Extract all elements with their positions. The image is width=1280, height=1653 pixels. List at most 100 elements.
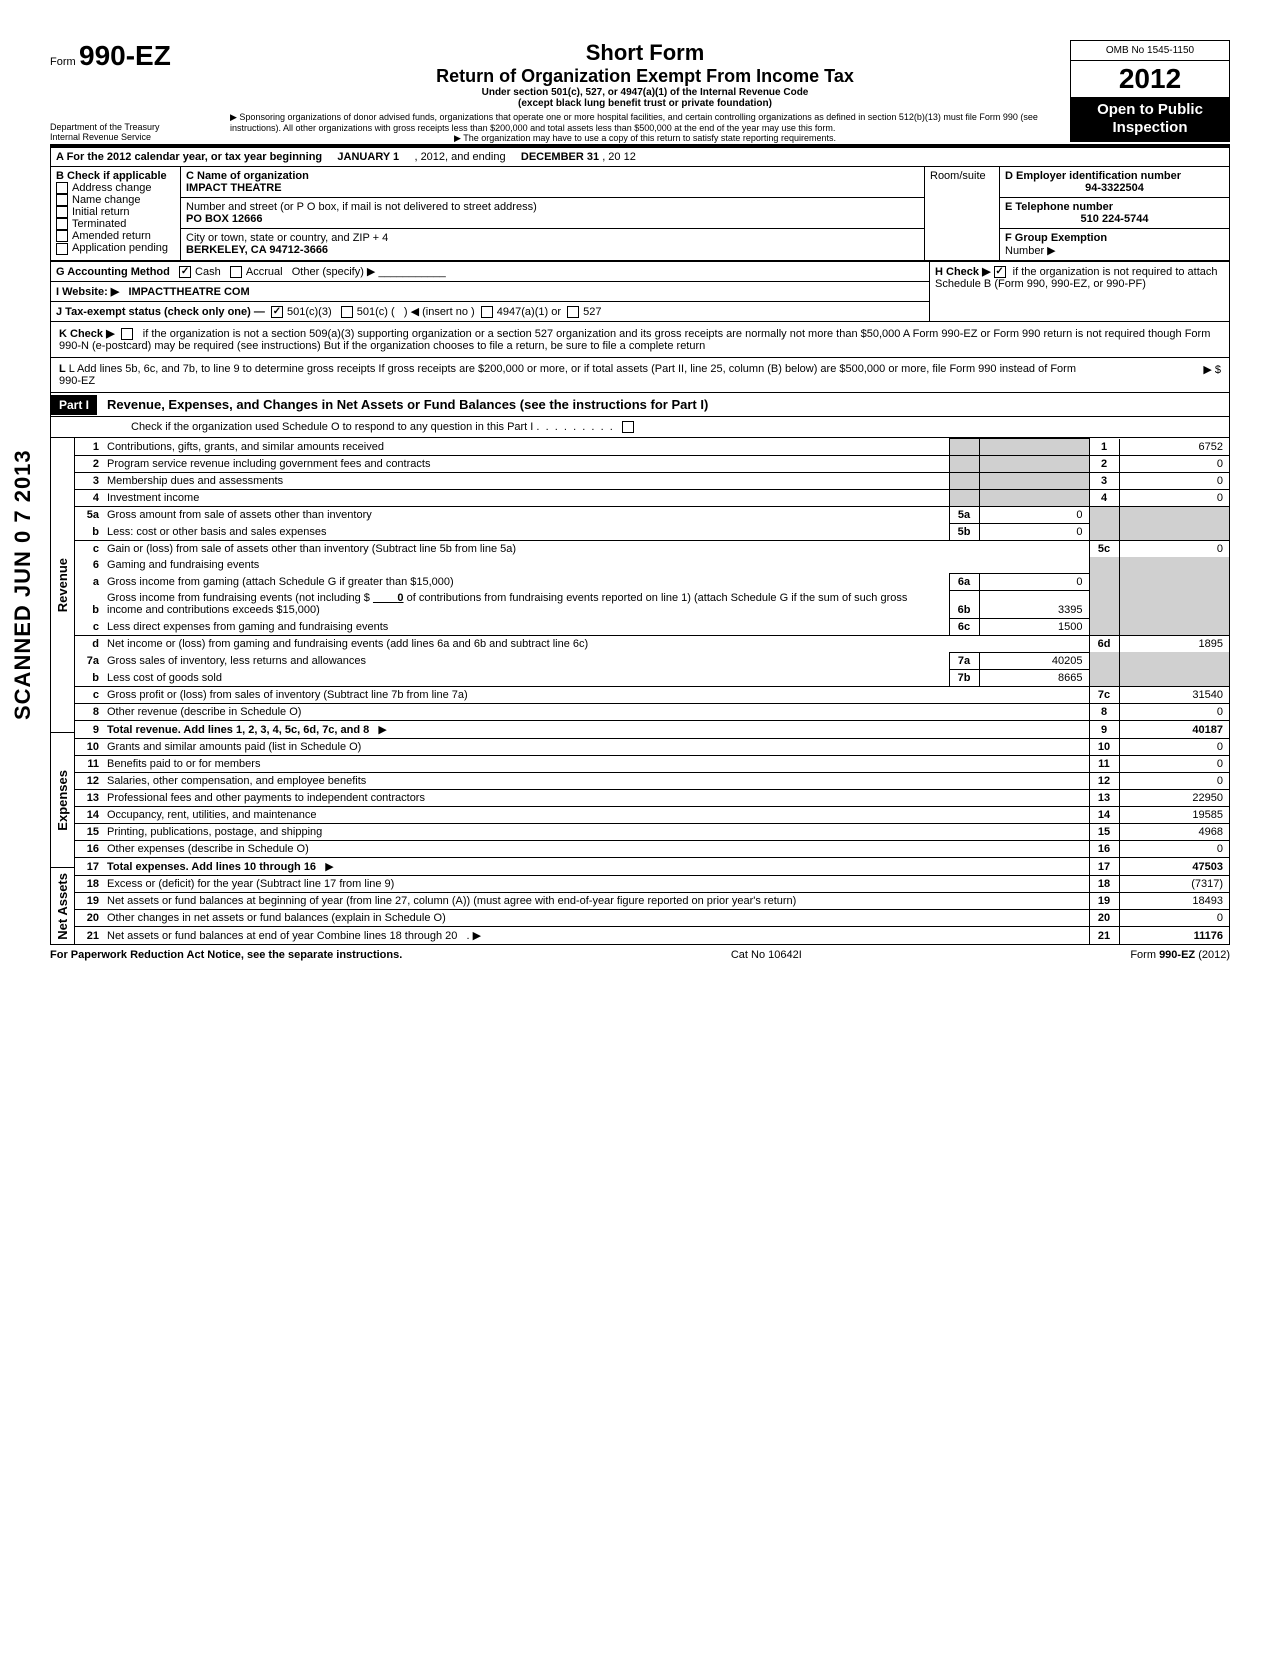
ln4-val: 0 (1119, 489, 1229, 506)
ln9-txt: Total revenue. Add lines 1, 2, 3, 4, 5c,… (107, 724, 369, 736)
check-501c3[interactable]: ✓ (271, 306, 283, 318)
revenue-label: Revenue (53, 554, 72, 616)
ln6-txt: Gaming and fundraising events (103, 557, 1089, 574)
check-k[interactable] (121, 328, 133, 340)
section-g-label: G Accounting Method (56, 266, 170, 278)
title-short-form: Short Form (230, 40, 1060, 66)
check-cash[interactable]: ✓ (179, 266, 191, 278)
section-e-label: E Telephone number (1005, 201, 1224, 213)
ln7c-rn: 7c (1089, 686, 1119, 703)
check-name-change[interactable] (56, 194, 68, 206)
opt-amended: Amended return (72, 230, 151, 242)
check-accrual[interactable] (230, 266, 242, 278)
lines-table: 1Contributions, gifts, grants, and simil… (75, 438, 1229, 944)
footer-mid: Cat No 10642I (731, 949, 802, 961)
ln1-rn: 1 (1089, 439, 1119, 456)
section-j-label: J Tax-exempt status (check only one) — (56, 306, 265, 318)
opt-address-change: Address change (72, 182, 152, 194)
ln6c-mid: 6c (949, 618, 979, 635)
ln8-val: 0 (1119, 703, 1229, 720)
ln6b-mval: 3395 (979, 590, 1089, 618)
ln1-n: 1 (75, 439, 103, 456)
ln19-n: 19 (75, 892, 103, 909)
opt-pending: Application pending (72, 242, 168, 254)
check-pending[interactable] (56, 243, 68, 255)
ln7a-mval: 40205 (979, 652, 1089, 669)
footer-right: Form 990-EZ (2012) (1130, 949, 1230, 961)
dept-treasury: Department of the Treasury (50, 122, 220, 132)
ln5a-mid: 5a (949, 506, 979, 523)
check-terminated[interactable] (56, 218, 68, 230)
ln9-rn: 9 (1089, 720, 1119, 738)
omb-number: OMB No 1545-1150 (1071, 41, 1229, 61)
ln18-n: 18 (75, 875, 103, 892)
section-k-text: if the organization is not a section 509… (59, 328, 1210, 352)
ln18-txt: Excess or (deficit) for the year (Subtra… (103, 875, 1089, 892)
ln17-txt: Total expenses. Add lines 10 through 16 (107, 861, 316, 873)
ln6b-n: b (75, 590, 103, 618)
form-prefix: Form (50, 56, 76, 68)
ln6b-txt: Gross income from fundraising events (no… (107, 592, 370, 604)
street-value: PO BOX 12666 (186, 213, 919, 225)
ln19-val: 18493 (1119, 892, 1229, 909)
ln15-txt: Printing, publications, postage, and shi… (103, 823, 1089, 840)
ln14-n: 14 (75, 806, 103, 823)
ln15-val: 4968 (1119, 823, 1229, 840)
ln5c-rn: 5c (1089, 540, 1119, 557)
ln6a-mval: 0 (979, 573, 1089, 590)
ln18-rn: 18 (1089, 875, 1119, 892)
right-info-box: OMB No 1545-1150 2012 Open to Public Ins… (1070, 40, 1230, 142)
ln7b-mid: 7b (949, 669, 979, 686)
opt-501c: 501(c) ( (357, 306, 395, 318)
ln7c-val: 31540 (1119, 686, 1229, 703)
ln11-val: 0 (1119, 755, 1229, 772)
opt-527: 527 (583, 306, 601, 318)
ln3-n: 3 (75, 472, 103, 489)
ln3-txt: Membership dues and assessments (103, 472, 949, 489)
ln9-val: 40187 (1119, 720, 1229, 738)
section-l-text: L Add lines 5b, 6c, and 7b, to line 9 to… (59, 363, 1076, 387)
check-amended[interactable] (56, 230, 68, 242)
city-value: BERKELEY, CA 94712-3666 (186, 244, 919, 256)
check-501c[interactable] (341, 306, 353, 318)
ln5b-txt: Less: cost or other basis and sales expe… (103, 523, 949, 540)
ln16-n: 16 (75, 840, 103, 857)
ln10-rn: 10 (1089, 738, 1119, 755)
fine-print-2: ▶ The organization may have to use a cop… (230, 133, 1060, 144)
check-address-change[interactable] (56, 182, 68, 194)
ln2-n: 2 (75, 455, 103, 472)
check-4947[interactable] (481, 306, 493, 318)
year-value: 12 (1150, 63, 1181, 94)
ln1-val: 6752 (1119, 439, 1229, 456)
ln7a-n: 7a (75, 652, 103, 669)
opt-accrual: Accrual (246, 266, 283, 278)
ln13-rn: 13 (1089, 789, 1119, 806)
section-k-label: K Check ▶ (59, 328, 115, 340)
expenses-label: Expenses (53, 766, 72, 835)
ln6c-txt: Less direct expenses from gaming and fun… (103, 618, 949, 635)
ln6a-n: a (75, 573, 103, 590)
check-527[interactable] (567, 306, 579, 318)
ln6-n: 6 (75, 557, 103, 574)
part1-check-line: Check if the organization used Schedule … (131, 421, 539, 433)
ln12-val: 0 (1119, 772, 1229, 789)
info-table: A For the 2012 calendar year, or tax yea… (50, 147, 1230, 261)
ln6b-mid: 6b (949, 590, 979, 618)
ln4-rn: 4 (1089, 489, 1119, 506)
ln13-txt: Professional fees and other payments to … (103, 789, 1089, 806)
ln7b-n: b (75, 669, 103, 686)
ln9-n: 9 (75, 720, 103, 738)
check-schedule-b[interactable]: ✓ (994, 266, 1006, 278)
check-initial-return[interactable] (56, 206, 68, 218)
ln18-val: (7317) (1119, 875, 1229, 892)
ln8-rn: 8 (1089, 703, 1119, 720)
city-label: City or town, state or country, and ZIP … (186, 232, 919, 244)
section-l-arrow: ▶ $ (1101, 363, 1221, 387)
ln16-txt: Other expenses (describe in Schedule O) (103, 840, 1089, 857)
subtitle-code: Under section 501(c), 527, or 4947(a)(1)… (230, 87, 1060, 98)
ln20-rn: 20 (1089, 909, 1119, 926)
ln7a-mid: 7a (949, 652, 979, 669)
opt-cash: Cash (195, 266, 221, 278)
check-schedule-o[interactable] (622, 421, 634, 433)
opt-4947: 4947(a)(1) or (497, 306, 561, 318)
